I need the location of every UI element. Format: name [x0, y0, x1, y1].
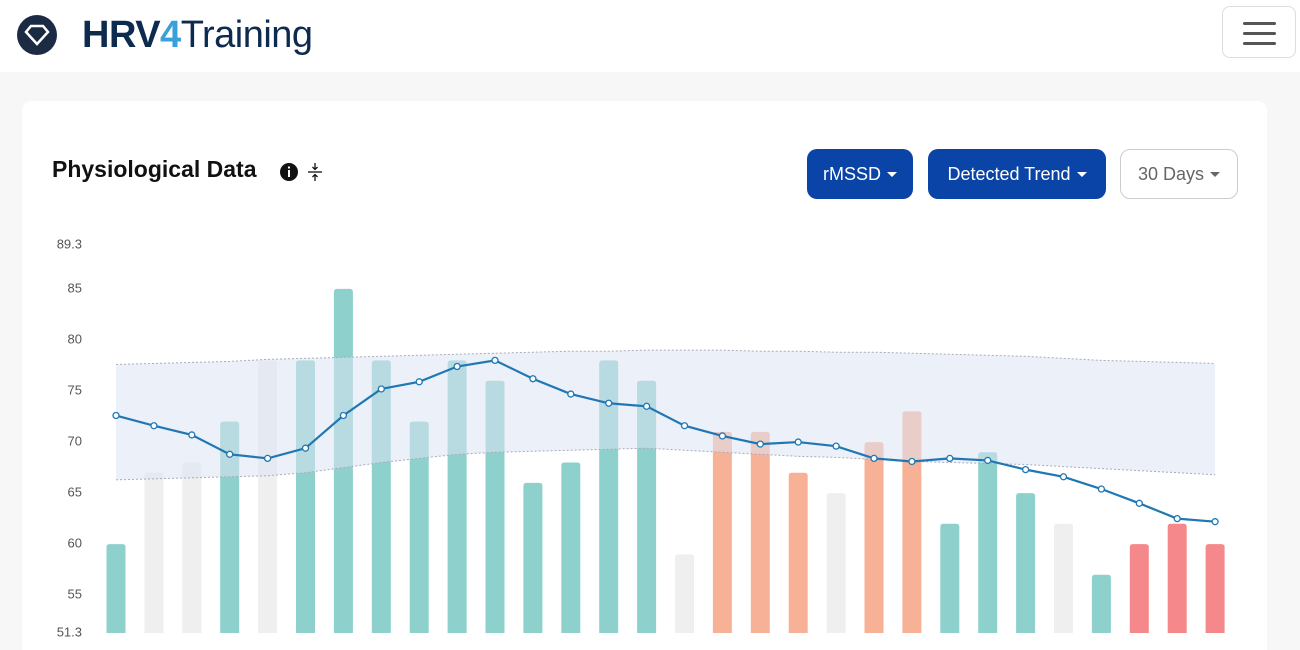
y-tick-label: 51.3	[57, 624, 82, 639]
y-tick-label: 80	[68, 331, 82, 346]
menu-button[interactable]	[1222, 6, 1296, 58]
bar	[978, 452, 998, 633]
trend-point	[870, 454, 878, 463]
title-icons	[280, 163, 322, 181]
bar	[1054, 523, 1073, 633]
bar	[561, 462, 581, 633]
trend-point	[188, 431, 196, 439]
info-glyph	[288, 170, 290, 177]
trend-point	[453, 362, 461, 371]
trend-line	[115, 359, 1216, 523]
bar	[106, 544, 126, 633]
header: HRV4Training	[0, 0, 1300, 72]
compress-icon[interactable]	[308, 163, 322, 181]
button-label: Detected Trend	[947, 163, 1071, 184]
trend-point	[301, 444, 310, 452]
trend-point	[794, 438, 802, 446]
info-glyph	[288, 166, 290, 169]
range-dropdown[interactable]: 30 Days	[1120, 149, 1238, 199]
bar	[902, 411, 922, 633]
brand-part: HRV	[82, 14, 161, 56]
bar	[826, 493, 846, 633]
band-lower-edge	[115, 447, 1216, 481]
trend-point	[718, 432, 727, 440]
trend-point	[339, 411, 348, 420]
trend-point	[415, 378, 423, 386]
brand[interactable]: HRV4Training	[82, 14, 313, 57]
band-upper-edge	[115, 349, 1216, 365]
bar	[144, 472, 164, 633]
trend-point	[642, 402, 651, 410]
trend-point	[1211, 518, 1219, 526]
trend-point	[112, 411, 120, 420]
brand-part: Training	[180, 14, 313, 56]
trend-point	[984, 456, 992, 465]
brand-part: 4	[160, 14, 181, 56]
trend-point	[908, 457, 916, 466]
bar	[750, 431, 770, 633]
trend-point	[529, 375, 537, 383]
y-tick-label: 60	[68, 536, 82, 551]
metric-dropdown[interactable]: rMSSD	[807, 149, 913, 199]
y-tick-label: 70	[68, 434, 82, 449]
logo-heart	[24, 24, 50, 46]
bar	[1129, 544, 1149, 633]
bar	[1091, 574, 1111, 633]
logo[interactable]	[16, 14, 58, 56]
bar	[1167, 523, 1187, 633]
chart: 89.3 85 80 75 70 65 60 55 51.3	[57, 236, 1225, 639]
bar	[788, 472, 808, 633]
trend-dropdown[interactable]: Detected Trend	[928, 149, 1106, 199]
trend-point	[1059, 473, 1068, 481]
trend-point	[150, 422, 158, 430]
bar	[1016, 493, 1036, 633]
trend-point	[491, 356, 499, 365]
logo-circle	[17, 15, 57, 55]
bar	[1205, 544, 1225, 633]
trend-point	[832, 442, 840, 450]
trend-point	[1135, 499, 1143, 507]
trend-point	[1097, 485, 1106, 493]
button-label: 30 Days	[1137, 163, 1205, 184]
y-tick-label: 85	[68, 280, 82, 295]
trend-point	[946, 454, 954, 463]
trend-point	[226, 450, 234, 458]
bar	[864, 442, 884, 633]
trend-point	[756, 440, 764, 448]
trend-point	[1021, 465, 1030, 474]
bar	[182, 462, 202, 633]
y-tick-label: 65	[68, 485, 82, 500]
trend-point	[263, 454, 272, 463]
y-tick-label: 55	[68, 587, 82, 602]
trend-point	[377, 385, 385, 393]
y-tick-label: 75	[68, 382, 82, 397]
trend-point	[1173, 514, 1181, 523]
bar	[409, 421, 429, 633]
bar	[940, 523, 960, 633]
bar	[712, 431, 732, 633]
card-title: Physiological Data	[52, 156, 257, 182]
button-label: rMSSD	[823, 163, 881, 184]
trend-point	[567, 390, 575, 398]
bar	[675, 554, 694, 633]
trend-point	[680, 422, 689, 430]
bar	[523, 482, 543, 633]
y-tick-label: 89.3	[57, 236, 82, 251]
trend-point	[605, 399, 613, 407]
